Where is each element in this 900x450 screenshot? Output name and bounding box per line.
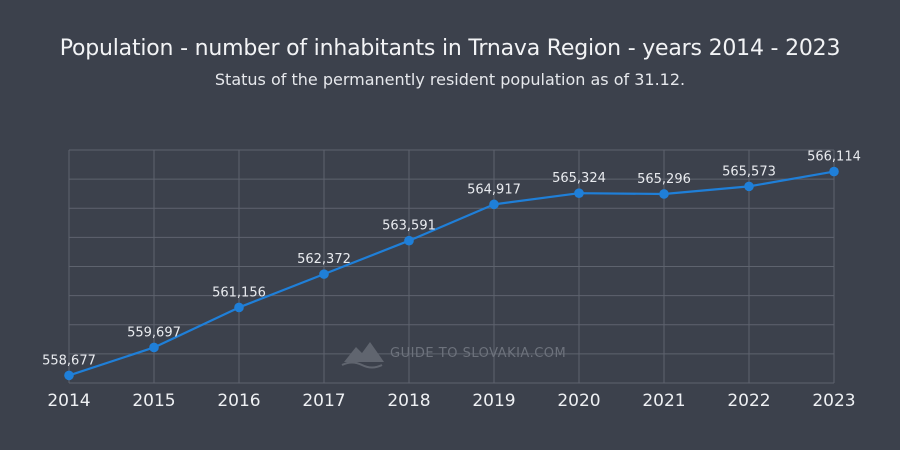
x-tick-label: 2014 xyxy=(47,391,90,411)
data-label: 565,296 xyxy=(637,172,691,187)
data-label: 558,677 xyxy=(42,353,96,368)
data-label: 565,324 xyxy=(552,171,606,186)
data-label: 566,114 xyxy=(807,150,861,165)
x-tick-label: 2018 xyxy=(387,391,430,411)
x-tick-label: 2020 xyxy=(557,391,600,411)
data-point[interactable] xyxy=(404,235,414,246)
data-label: 565,573 xyxy=(722,164,776,179)
data-label: 562,372 xyxy=(297,252,351,267)
data-point[interactable] xyxy=(234,302,244,313)
series-line xyxy=(68,170,835,377)
x-tick-label: 2017 xyxy=(302,391,345,411)
chart-subtitle: Status of the permanently resident popul… xyxy=(214,70,686,89)
data-label: 559,697 xyxy=(127,325,181,340)
data-point[interactable] xyxy=(659,189,669,199)
data-label: 564,917 xyxy=(467,182,521,197)
data-point[interactable] xyxy=(149,342,159,353)
data-point[interactable] xyxy=(64,370,74,381)
data-label: 561,156 xyxy=(212,285,266,300)
x-tick-label: 2022 xyxy=(727,391,770,411)
x-tick-label: 2023 xyxy=(812,391,855,411)
data-point[interactable] xyxy=(319,269,329,279)
data-point[interactable] xyxy=(489,199,499,210)
x-axis-ticks: 2014 2015 2016 2017 2018 2019 2020 2021 2022 2023 xyxy=(47,391,855,411)
x-tick-label: 2015 xyxy=(132,391,175,411)
x-tick-label: 2016 xyxy=(217,391,260,411)
data-label: 563,591 xyxy=(382,219,436,234)
series: 558,677 559,697 561,156 562,372 563,591 564,9… xyxy=(42,150,861,381)
mountain-wave-icon xyxy=(341,361,383,369)
data-point[interactable] xyxy=(829,166,839,177)
watermark: GUIDE TO SLOVAKIA.COM xyxy=(341,342,566,369)
data-point[interactable] xyxy=(574,188,584,199)
x-tick-label: 2021 xyxy=(642,391,685,411)
data-point[interactable] xyxy=(744,181,754,192)
watermark-text: GUIDE TO SLOVAKIA.COM xyxy=(390,346,566,361)
x-tick-label: 2019 xyxy=(472,391,515,411)
chart-title: Population - number of inhabitants in Tr… xyxy=(59,36,841,61)
grid xyxy=(68,149,835,384)
mountain-logo-icon xyxy=(344,342,384,362)
